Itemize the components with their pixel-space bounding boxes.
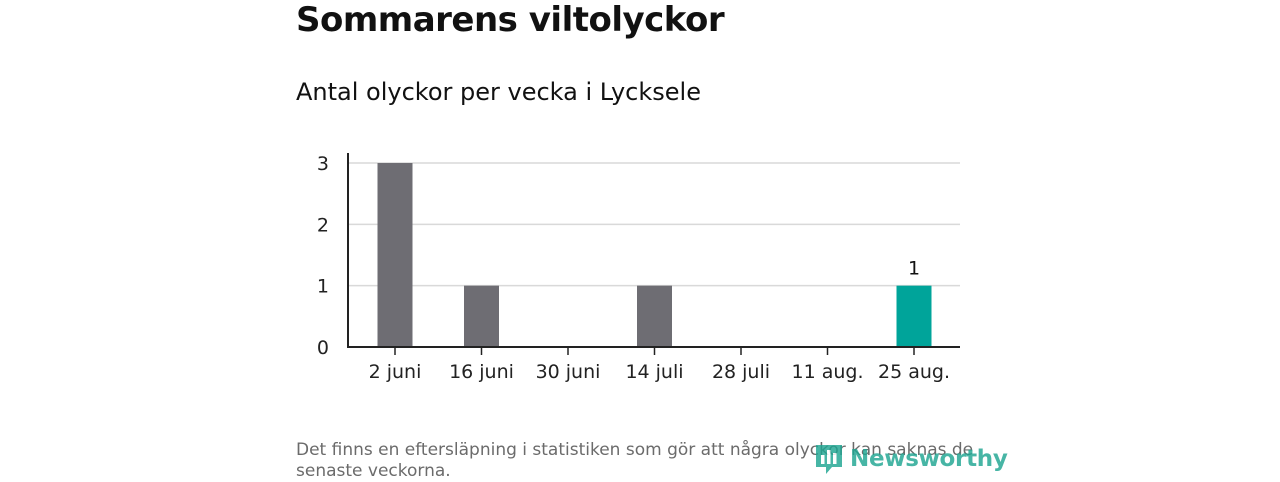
- x-tick-label: 14 juli: [625, 361, 683, 383]
- x-tick-label: 25 aug.: [878, 361, 950, 383]
- x-tick-label: 30 juni: [536, 361, 601, 383]
- bar: [637, 285, 672, 347]
- footnote: Det finns en eftersläpning i statistiken…: [296, 440, 974, 481]
- brand-logo: Newsworthy: [814, 443, 1008, 475]
- y-tick-label: 0: [317, 337, 329, 359]
- bar: [464, 285, 499, 347]
- brand-name: Newsworthy: [850, 446, 1008, 472]
- bar: [896, 285, 932, 347]
- x-tick-label: 11 aug.: [791, 361, 863, 383]
- chart-card: Sommarens viltolyckor Antal olyckor per …: [296, 0, 1008, 481]
- x-tick-label: 16 juni: [449, 361, 514, 383]
- chart-subtitle: Antal olyckor per vecka i Lycksele: [296, 78, 701, 106]
- y-tick-label: 3: [317, 153, 329, 175]
- data-label: 1: [908, 258, 920, 280]
- y-tick-label: 2: [317, 214, 329, 236]
- page-title: Sommarens viltolyckor: [296, 0, 725, 40]
- bar-chart: 0 1 2 3 1 2 juni 16 juni 30 juni 14 juli 28 juli 1…: [317, 153, 960, 383]
- y-tick-label: 1: [317, 276, 329, 298]
- x-tick-label: 2 juni: [369, 361, 422, 383]
- bar: [377, 163, 413, 347]
- newsworthy-logo-icon: [816, 445, 842, 474]
- x-tick-label: 28 juli: [712, 361, 770, 383]
